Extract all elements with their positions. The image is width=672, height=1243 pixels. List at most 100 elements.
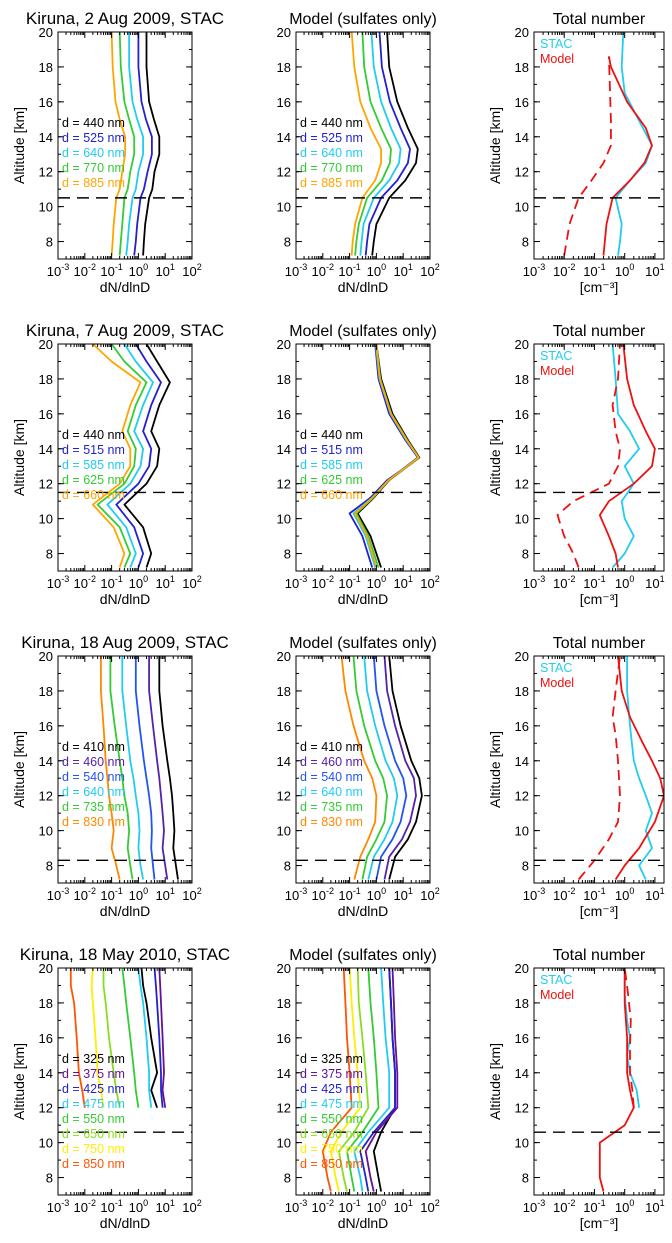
x-tick-label: 100 — [129, 574, 148, 591]
x-tick-label: 101 — [393, 1198, 412, 1215]
x-tick-label: 10-3 — [285, 574, 307, 591]
y-tick-label: 16 — [277, 407, 291, 422]
legend-entry: d = 425 nm — [300, 1082, 363, 1096]
x-tick-label: 100 — [367, 574, 386, 591]
chart-panel: Model (sulfates only) 8 10 12 14 16 18 20 10-3 10… — [277, 11, 440, 295]
y-tick-label: 8 — [46, 1171, 53, 1186]
legend-entry: d = 475 nm — [300, 1097, 363, 1111]
chart-panel: Kiruna, 18 Aug 2009, STAC 8 10 12 14 16 18 20 10… — [11, 633, 229, 919]
y-axis-label: Altitude [km] — [11, 1043, 27, 1120]
x-tick-label: 10-3 — [523, 886, 545, 903]
legend-entry: d = 550 nm — [300, 1112, 363, 1126]
legend-entry: d = 515 nm — [300, 443, 363, 457]
x-tick-label: 101 — [155, 262, 174, 279]
y-axis-label: Altitude [km] — [487, 731, 503, 808]
x-tick-label: 100 — [129, 1198, 148, 1215]
series-group — [100, 656, 179, 880]
y-tick-label: 12 — [39, 477, 53, 492]
y-tick-label: 14 — [277, 1066, 291, 1081]
y-tick-label: 12 — [515, 1101, 529, 1116]
y-tick-label: 8 — [522, 547, 529, 562]
panel-title: Kiruna, 7 Aug 2009, STAC — [26, 321, 224, 340]
y-tick-label: 14 — [515, 442, 529, 457]
series-line — [563, 56, 612, 256]
y-tick-label: 16 — [39, 1031, 53, 1046]
x-tick-label: 10-1 — [100, 574, 122, 591]
series-line — [106, 344, 154, 568]
legend-entry: d = 460 nm — [62, 755, 125, 769]
y-tick-label: 18 — [39, 996, 53, 1011]
x-tick-label: 10-2 — [74, 574, 96, 591]
plot-frame — [533, 655, 665, 884]
legend-entry: d = 540 nm — [62, 770, 125, 784]
y-tick-label: 12 — [39, 789, 53, 804]
x-tick-label: 102 — [420, 574, 439, 591]
x-tick-label: 10-1 — [338, 574, 360, 591]
y-tick-label: 20 — [515, 961, 529, 976]
x-tick-label: 102 — [420, 886, 439, 903]
y-tick-label: 8 — [522, 1171, 529, 1186]
series-line — [137, 968, 153, 1108]
x-tick-label: 101 — [393, 886, 412, 903]
series-line — [364, 968, 399, 1192]
plot-frame — [57, 967, 193, 1196]
legend-entry: Model — [540, 988, 574, 1002]
chart-panel: Model (sulfates only) 8 10 12 14 16 18 20 10-3 10… — [277, 947, 440, 1231]
y-tick-label: 18 — [277, 372, 291, 387]
legend-entry: d = 850 nm — [300, 1157, 363, 1171]
y-tick-label: 8 — [522, 235, 529, 250]
panel-title: Model (sulfates only) — [289, 947, 437, 964]
panel-title: Model (sulfates only) — [289, 11, 437, 28]
x-tick-label: 100 — [615, 1198, 634, 1215]
legend-entry: d = 585 nm — [62, 458, 125, 472]
x-tick-label: 100 — [129, 886, 148, 903]
legend-entry: d = 830 nm — [300, 815, 363, 829]
series-line — [388, 656, 423, 880]
series-line — [115, 344, 162, 568]
x-tick-label: 101 — [645, 886, 664, 903]
series-line — [92, 344, 142, 568]
y-axis-label: Altitude [km] — [11, 107, 27, 184]
series-line — [598, 344, 656, 568]
series-line — [611, 344, 640, 569]
series-line — [158, 656, 179, 880]
legend-entry: d = 660 nm — [62, 488, 125, 502]
legend-entry: d = 550 nm — [62, 1112, 125, 1126]
y-tick-label: 18 — [277, 60, 291, 75]
y-tick-label: 20 — [515, 25, 529, 40]
series-group — [340, 656, 423, 880]
series-line — [110, 32, 126, 256]
series-line — [109, 656, 134, 880]
chart-panel: Total number 8 10 12 14 16 18 20 10-3 10-2 10-1 100… — [487, 635, 665, 919]
y-tick-label: 8 — [284, 859, 291, 874]
legend-entry: d = 660 nm — [300, 488, 363, 502]
y-tick-label: 16 — [277, 1031, 291, 1046]
y-tick-label: 16 — [277, 719, 291, 734]
x-tick-label: 101 — [393, 574, 412, 591]
x-tick-label: 102 — [420, 1198, 439, 1215]
y-tick-label: 10 — [39, 1136, 53, 1151]
y-axis-label: Altitude [km] — [487, 107, 503, 184]
legend-entry: d = 770 nm — [62, 161, 125, 175]
y-tick-label: 14 — [39, 1066, 53, 1081]
x-tick-label: 100 — [615, 886, 634, 903]
y-tick-label: 8 — [46, 235, 53, 250]
series-line — [330, 968, 362, 1192]
x-axis-label: dN/dlnD — [100, 591, 151, 607]
y-tick-label: 14 — [515, 1066, 529, 1081]
y-tick-label: 20 — [277, 649, 291, 664]
x-tick-label: 10-1 — [583, 262, 605, 279]
x-tick-label: 10-2 — [312, 574, 334, 591]
series-line — [354, 32, 392, 256]
x-axis-label: [cm⁻³] — [580, 591, 619, 607]
y-tick-label: 8 — [522, 859, 529, 874]
series-line — [623, 968, 635, 1108]
legend-entry: STAC — [540, 973, 572, 987]
panel-title: Model (sulfates only) — [289, 635, 437, 652]
series-line — [125, 32, 144, 256]
legend-entry: d = 750 nm — [62, 1142, 125, 1156]
plot-frame — [295, 655, 431, 884]
series-line — [614, 656, 664, 880]
series-group — [563, 32, 653, 256]
